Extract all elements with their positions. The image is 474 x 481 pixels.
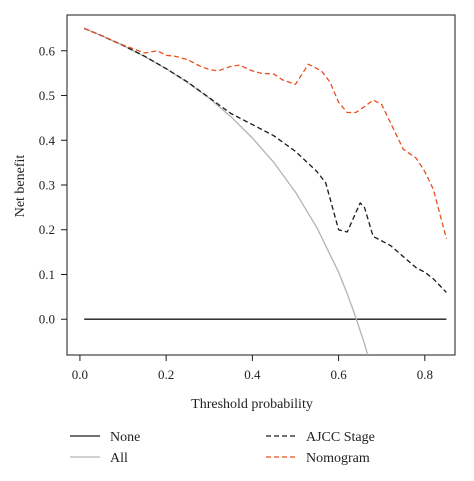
y-tick-label: 0.6 — [39, 43, 56, 58]
x-axis-label: Threshold probability — [191, 397, 313, 412]
y-tick-label: 0.3 — [39, 178, 55, 193]
y-tick-label: 0.5 — [39, 88, 55, 103]
legend-label-none: None — [110, 430, 140, 445]
y-axis-label: Net benefit — [13, 155, 28, 218]
y-tick-label: 0.2 — [39, 222, 55, 237]
series-line-nomogram — [83, 27, 448, 239]
x-tick-label: 0.2 — [158, 367, 174, 382]
series-group — [83, 27, 448, 355]
y-axis: 0.0 0.1 0.2 0.3 0.4 0.5 0.6 — [39, 43, 67, 327]
y-tick-label: 0.1 — [39, 267, 55, 282]
legend-label-ajcc-stage: AJCC Stage — [306, 430, 375, 445]
series-line-ajcc-stage — [83, 27, 447, 293]
x-tick-label: 0.6 — [330, 367, 347, 382]
legend-label-nomogram: Nomogram — [306, 451, 370, 466]
x-tick-label: 0.0 — [72, 367, 88, 382]
x-tick-label: 0.8 — [417, 367, 433, 382]
series-line-all — [83, 27, 369, 355]
y-tick-label: 0.0 — [39, 312, 55, 327]
y-tick-label: 0.4 — [39, 133, 56, 148]
plot-frame — [66, 14, 456, 356]
legend: None All AJCC Stage Nomogram — [70, 430, 375, 466]
x-tick-label: 0.4 — [244, 367, 261, 382]
legend-label-all: All — [110, 451, 128, 466]
x-axis: 0.0 0.2 0.4 0.6 0.8 — [72, 355, 433, 382]
